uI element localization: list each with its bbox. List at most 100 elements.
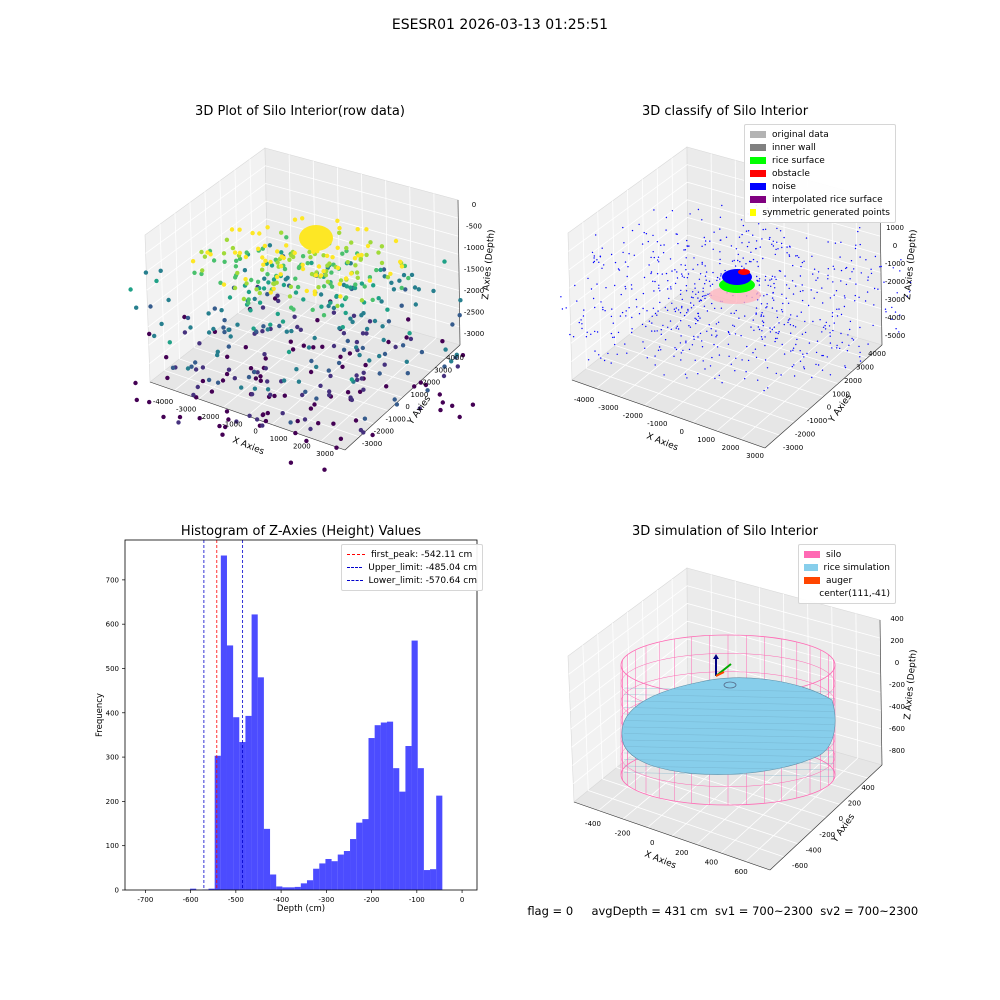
noise-point xyxy=(652,280,654,282)
noise-point xyxy=(859,351,861,354)
tick-label: 2000 xyxy=(844,377,862,385)
data-point xyxy=(244,281,249,286)
noise-point xyxy=(766,293,768,296)
noise-point xyxy=(715,323,718,325)
noise-point xyxy=(709,365,712,367)
x-axis-line xyxy=(571,379,766,449)
tick-label: -200 xyxy=(819,831,835,839)
noise-point xyxy=(684,264,686,266)
rice-center-mark xyxy=(723,681,737,689)
noise-point xyxy=(792,325,795,327)
data-point xyxy=(348,285,353,290)
noise-point xyxy=(643,231,645,234)
noise-point xyxy=(657,349,660,351)
noise-point xyxy=(710,328,712,330)
noise-point xyxy=(680,320,682,322)
noise-point xyxy=(682,349,684,352)
data-point xyxy=(400,343,406,348)
histogram-bar xyxy=(288,887,295,890)
noise-point xyxy=(631,229,634,232)
tick-label: -1000 xyxy=(464,244,484,252)
data-point xyxy=(312,335,317,341)
data-point xyxy=(379,299,384,304)
grid-line xyxy=(320,337,437,442)
noise-point xyxy=(879,266,881,268)
noise-point xyxy=(780,374,782,376)
tick-label: -400 xyxy=(889,703,905,711)
data-point xyxy=(314,396,319,401)
data-point xyxy=(288,460,294,465)
histogram-bar xyxy=(337,854,344,890)
data-point xyxy=(211,258,217,263)
noise-point xyxy=(698,300,701,302)
legend-item: auger xyxy=(804,574,890,587)
data-point xyxy=(243,254,249,260)
noise-point xyxy=(822,354,824,357)
noise-point xyxy=(813,297,815,299)
histogram-bar xyxy=(350,839,357,890)
data-point xyxy=(301,343,306,348)
data-point xyxy=(404,335,409,340)
noise-point xyxy=(821,287,823,289)
data-point xyxy=(363,362,368,368)
data-point xyxy=(352,285,358,291)
tick-label: 1000 xyxy=(697,436,715,444)
y-tick-label: 300 xyxy=(106,754,119,762)
noise-point xyxy=(612,336,614,339)
data-point xyxy=(252,296,257,302)
noise-point xyxy=(650,256,652,259)
rice-mesh-line xyxy=(623,739,835,745)
noise-point xyxy=(704,244,706,246)
tick-label: -200 xyxy=(615,830,631,838)
noise-point xyxy=(614,261,617,264)
noise-point xyxy=(713,231,715,233)
noise-point xyxy=(832,281,834,283)
tick-label: -2000 xyxy=(885,278,905,286)
noise-point xyxy=(657,256,660,258)
data-point xyxy=(229,227,235,232)
noise-point xyxy=(702,360,704,362)
data-point xyxy=(455,364,460,369)
noise-point xyxy=(756,261,758,263)
noise-point xyxy=(719,262,721,265)
tick-label: -3000 xyxy=(464,330,484,338)
noise-point xyxy=(833,268,836,270)
noise-point xyxy=(699,332,702,335)
data-point xyxy=(215,349,220,354)
noise-point xyxy=(796,255,798,257)
legend-item: symmetric generated points xyxy=(750,206,890,219)
noise-point xyxy=(827,274,829,277)
noise-point xyxy=(795,285,797,287)
noise-point xyxy=(720,307,723,309)
grid-line xyxy=(644,322,839,385)
noise-point xyxy=(781,309,783,311)
data-point xyxy=(458,298,463,303)
noise-point xyxy=(716,346,719,348)
noise-point xyxy=(683,249,685,251)
noise-point xyxy=(831,312,834,314)
noise-point xyxy=(703,236,705,239)
noise-point xyxy=(667,326,669,328)
noise-point xyxy=(832,265,834,267)
noise-point xyxy=(755,307,758,309)
z-axis-line xyxy=(879,199,883,346)
noise-point xyxy=(660,244,662,246)
noise-point xyxy=(578,321,580,324)
noise-point xyxy=(699,317,701,319)
avg-depth: avgDepth = 431 cm xyxy=(591,904,708,918)
noise-point xyxy=(794,326,797,328)
noise-point xyxy=(730,363,732,365)
noise-point xyxy=(702,287,704,289)
noise-point xyxy=(685,269,687,271)
tick-label: 0 xyxy=(405,403,409,411)
noise-point xyxy=(787,321,789,324)
noise-point xyxy=(623,242,625,244)
noise-point xyxy=(599,255,601,257)
tick-label: -600 xyxy=(889,725,905,733)
noise-point xyxy=(704,265,706,267)
data-point xyxy=(360,345,365,351)
data-point xyxy=(298,327,303,332)
noise-point xyxy=(806,352,808,355)
noise-point xyxy=(671,210,674,212)
